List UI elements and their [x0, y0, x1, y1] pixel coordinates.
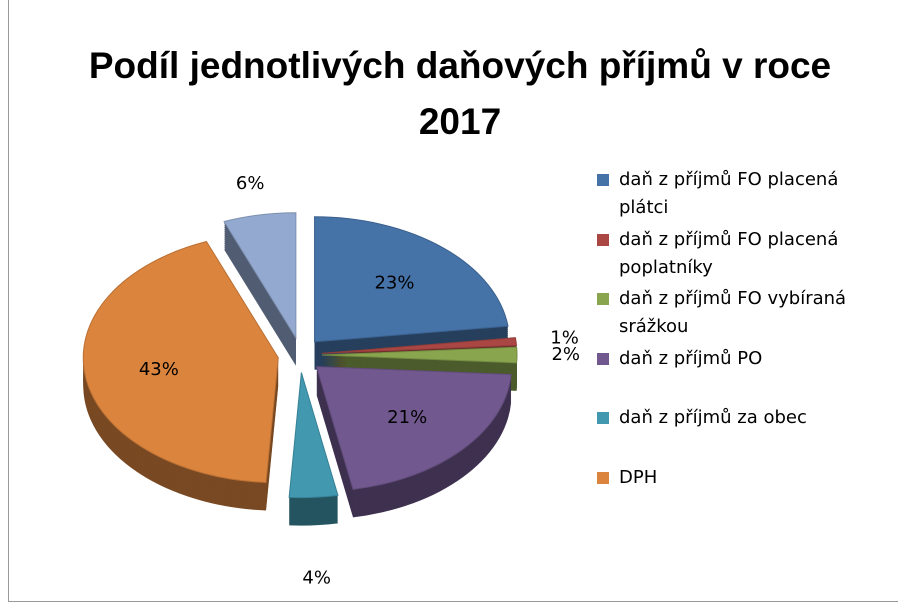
legend-label: daň z příjmů PO	[619, 347, 763, 369]
legend-swatch	[597, 233, 609, 246]
chart-frame	[8, 0, 898, 602]
legend-label: daň z příjmů FO placená plátci	[619, 169, 839, 218]
data-label: 4%	[302, 568, 331, 589]
data-label: 43%	[139, 359, 179, 380]
legend-label: daň z příjmů FO placená poplatníky	[619, 228, 839, 278]
legend-label: daň z příjmů FO vybíraná srážkou	[619, 288, 847, 337]
data-label: 1%	[550, 328, 579, 349]
data-label: 23%	[374, 273, 414, 294]
data-label: 21%	[387, 407, 427, 428]
legend-label: DPH	[619, 466, 658, 488]
pie-slice	[321, 346, 518, 364]
legend-swatch	[597, 174, 609, 186]
pie-slice	[223, 212, 297, 340]
legend-swatch	[597, 352, 609, 365]
data-label: 2%	[551, 344, 580, 365]
pie-slice	[82, 240, 279, 484]
pie-slice	[288, 372, 339, 499]
legend-swatch	[597, 412, 609, 424]
legend-label: daň z příjmů za obec	[619, 407, 807, 428]
pie-slice	[321, 337, 518, 354]
pie-slice	[315, 366, 512, 490]
legend-swatch	[597, 471, 609, 484]
chart-title: Podíl jednotlivých daňových příjmů v roc…	[88, 45, 832, 142]
pie-slice	[314, 216, 509, 343]
legend-swatch	[597, 293, 609, 305]
data-label: 6%	[236, 173, 265, 194]
